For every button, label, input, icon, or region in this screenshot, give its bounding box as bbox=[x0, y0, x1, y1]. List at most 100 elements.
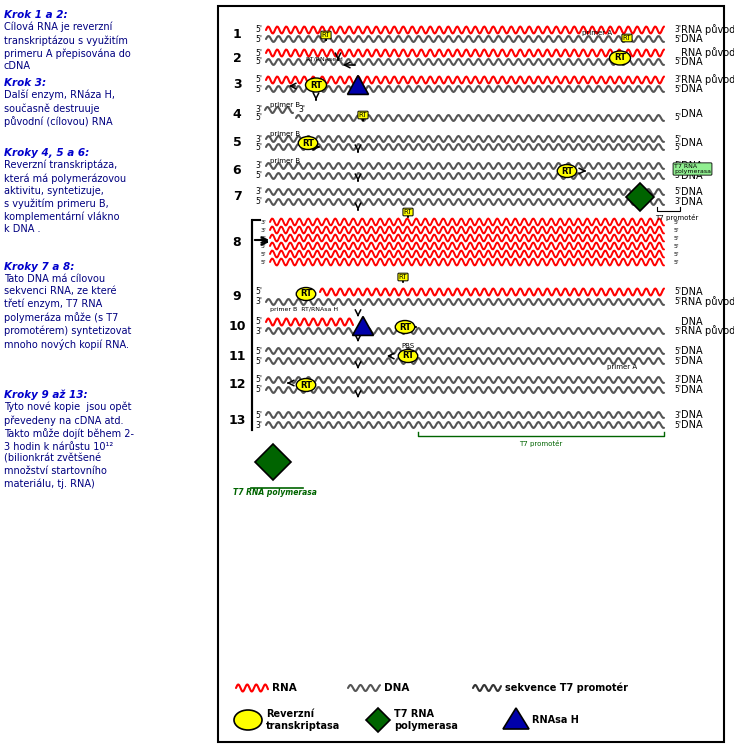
Text: 3': 3' bbox=[260, 220, 266, 224]
Text: 3': 3' bbox=[255, 106, 262, 115]
Text: DNA: DNA bbox=[681, 171, 702, 181]
Text: 3': 3' bbox=[255, 421, 262, 430]
Text: RT: RT bbox=[402, 352, 414, 361]
Text: Reverzní transkriptáza,
která má polymerázovou
aktivitu, syntetizuje,
s využitím: Reverzní transkriptáza, která má polymer… bbox=[4, 160, 126, 235]
Text: 5': 5' bbox=[255, 49, 262, 58]
Text: Cílová RNA je reverzní
transkriptázou s využitím
primeru A přepisována do
cDNA: Cílová RNA je reverzní transkriptázou s … bbox=[4, 22, 131, 71]
Text: 9: 9 bbox=[233, 290, 241, 304]
Text: primer B  RT/RNAsa H: primer B RT/RNAsa H bbox=[270, 308, 338, 313]
Text: 3': 3' bbox=[674, 26, 681, 34]
Text: Tyto nové kopie  jsou opět
převedeny na cDNA atd.
Takto může dojít během 2-
3 ho: Tyto nové kopie jsou opět převedeny na c… bbox=[4, 402, 134, 490]
Text: DNA: DNA bbox=[681, 197, 702, 207]
Text: 11: 11 bbox=[228, 350, 246, 362]
Text: Kroky 4, 5 a 6:: Kroky 4, 5 a 6: bbox=[4, 148, 90, 158]
Text: T7 RNA
polymerasa: T7 RNA polymerasa bbox=[674, 164, 711, 174]
Polygon shape bbox=[255, 444, 291, 480]
Text: T7 RNA polymerasa: T7 RNA polymerasa bbox=[233, 488, 317, 497]
Text: 5': 5' bbox=[674, 113, 681, 122]
Text: RNA původní: RNA původní bbox=[681, 326, 734, 337]
Ellipse shape bbox=[297, 287, 316, 301]
Text: 5': 5' bbox=[261, 260, 266, 265]
Text: 10: 10 bbox=[228, 320, 246, 334]
Text: RT: RT bbox=[399, 322, 411, 332]
Text: 5': 5' bbox=[674, 34, 681, 44]
Text: DNA: DNA bbox=[681, 287, 702, 297]
Text: 5': 5' bbox=[255, 410, 262, 419]
Text: 5': 5' bbox=[674, 356, 681, 365]
Text: RT: RT bbox=[302, 139, 314, 148]
Text: 5': 5' bbox=[255, 386, 262, 394]
Text: RT: RT bbox=[561, 166, 573, 176]
Polygon shape bbox=[503, 708, 529, 729]
Text: DNA: DNA bbox=[681, 84, 702, 94]
Text: RNA původní: RNA původní bbox=[681, 296, 734, 307]
Text: DNA: DNA bbox=[681, 420, 702, 430]
Text: DNA: DNA bbox=[681, 346, 702, 356]
Ellipse shape bbox=[234, 710, 262, 730]
Text: 5': 5' bbox=[255, 287, 262, 296]
Text: 5: 5 bbox=[233, 136, 241, 149]
Text: RNA: RNA bbox=[272, 683, 297, 693]
Ellipse shape bbox=[297, 379, 316, 392]
Text: DNA: DNA bbox=[681, 187, 702, 197]
Text: Krok 3:: Krok 3: bbox=[4, 78, 46, 88]
Text: DNA: DNA bbox=[681, 410, 702, 420]
Text: 3': 3' bbox=[260, 236, 266, 241]
Text: RNA původní: RNA původní bbox=[681, 74, 734, 86]
Text: 12: 12 bbox=[228, 379, 246, 392]
Text: 5': 5' bbox=[674, 244, 680, 248]
Text: 5': 5' bbox=[255, 172, 262, 181]
Text: 5': 5' bbox=[255, 376, 262, 385]
Text: RT: RT bbox=[614, 53, 626, 62]
Text: RT: RT bbox=[404, 209, 413, 215]
Ellipse shape bbox=[399, 350, 418, 362]
Text: Kroky 9 až 13:: Kroky 9 až 13: bbox=[4, 390, 87, 400]
Text: RNA původní: RNA původní bbox=[681, 47, 734, 58]
Text: primer B: primer B bbox=[270, 158, 300, 164]
Text: 5': 5' bbox=[674, 386, 681, 394]
Text: 5': 5' bbox=[674, 298, 681, 307]
Text: RNAsa H: RNAsa H bbox=[532, 715, 579, 725]
Text: 5': 5' bbox=[261, 244, 266, 248]
Ellipse shape bbox=[557, 164, 577, 178]
Text: 3': 3' bbox=[674, 376, 681, 385]
Text: 5': 5' bbox=[674, 251, 680, 257]
Text: 5': 5' bbox=[261, 251, 266, 257]
Ellipse shape bbox=[609, 51, 631, 65]
Text: RT: RT bbox=[622, 35, 631, 41]
Text: RT: RT bbox=[300, 380, 312, 389]
Text: RT: RT bbox=[359, 112, 367, 118]
Text: T7 promotér: T7 promotér bbox=[655, 214, 698, 221]
Text: RT: RT bbox=[300, 290, 312, 298]
Polygon shape bbox=[352, 316, 374, 335]
Text: 3': 3' bbox=[255, 134, 262, 143]
Text: DNA: DNA bbox=[384, 683, 410, 693]
Text: 5': 5' bbox=[255, 197, 262, 206]
Text: 3': 3' bbox=[255, 298, 262, 307]
Text: 5': 5' bbox=[674, 220, 680, 224]
Text: T7 RNA
polymerasa: T7 RNA polymerasa bbox=[394, 710, 458, 730]
Text: 5': 5' bbox=[674, 172, 681, 181]
Text: RT/RNAse H: RT/RNAse H bbox=[306, 56, 343, 62]
Text: 5': 5' bbox=[255, 317, 262, 326]
Text: 5': 5' bbox=[255, 26, 262, 34]
Text: DNA: DNA bbox=[681, 34, 702, 44]
Text: DNA: DNA bbox=[681, 109, 702, 119]
Text: Další enzym, RNáza H,
současně destruuje
původní (cílovou) RNA: Další enzym, RNáza H, současně destruuje… bbox=[4, 90, 115, 128]
Text: 5': 5' bbox=[674, 161, 681, 170]
Text: 5': 5' bbox=[255, 113, 262, 122]
Text: 1: 1 bbox=[233, 28, 241, 40]
Text: 5': 5' bbox=[255, 76, 262, 85]
Text: 5': 5' bbox=[255, 346, 262, 355]
Text: 5': 5' bbox=[255, 85, 262, 94]
Text: 5': 5' bbox=[674, 58, 681, 67]
Text: 5': 5' bbox=[674, 421, 681, 430]
Text: 5': 5' bbox=[674, 326, 681, 335]
Text: 6: 6 bbox=[233, 164, 241, 178]
Text: 7: 7 bbox=[233, 190, 241, 203]
Text: 5': 5' bbox=[674, 236, 680, 241]
Text: RT: RT bbox=[399, 274, 407, 280]
Text: 3': 3' bbox=[298, 106, 305, 115]
Text: 5': 5' bbox=[255, 34, 262, 44]
Text: 3': 3' bbox=[674, 197, 681, 206]
